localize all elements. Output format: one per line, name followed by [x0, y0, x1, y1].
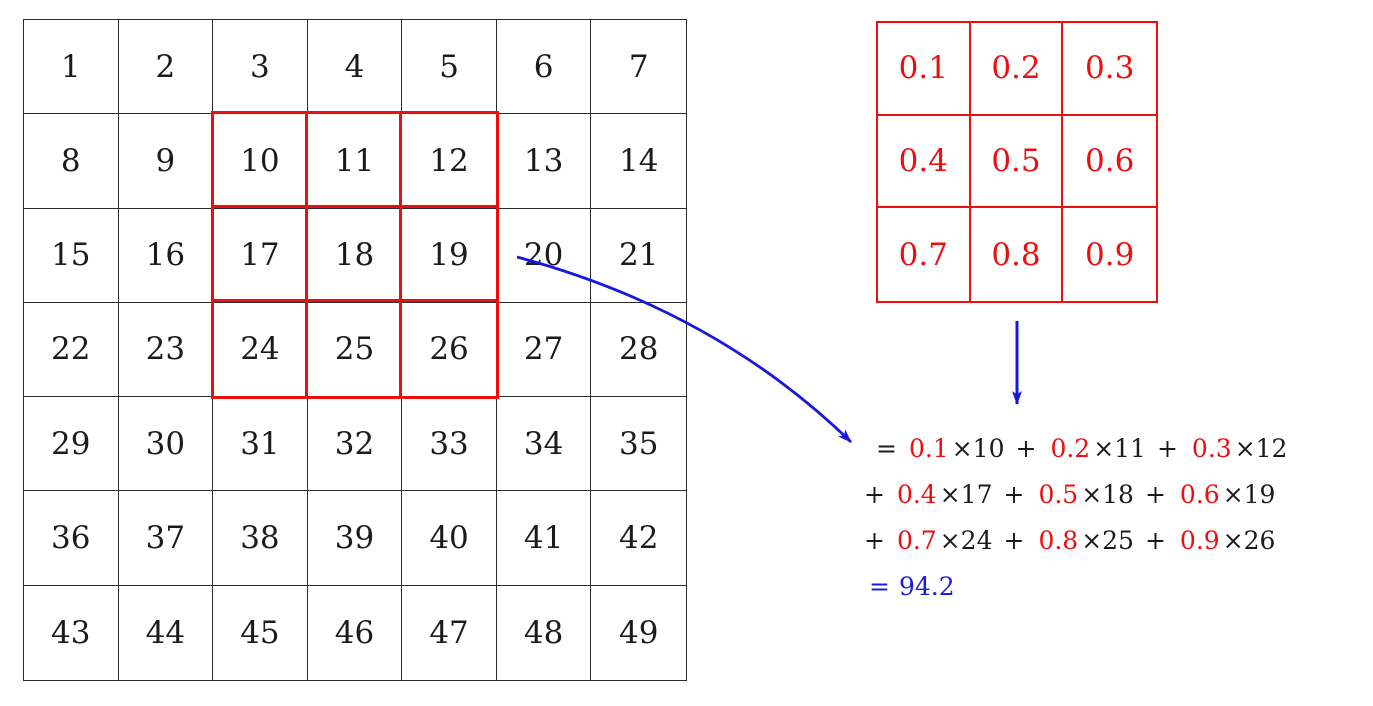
pixel-term: ×24 [939, 525, 993, 555]
grid-cell: 33 [402, 397, 497, 492]
pixel-term: ×10 [951, 433, 1005, 463]
grid-cell: 47 [402, 585, 497, 680]
equation-line: = 0.1 ×10 + 0.2 ×11 + 0.3 ×12 [864, 425, 1287, 471]
equals-operator: = [876, 433, 897, 463]
kernel-coefficient: 0.9 [1179, 525, 1220, 555]
grid-cell: 45 [213, 585, 308, 680]
kernel-cell: 0.9 [1085, 236, 1135, 273]
grid-cell: 5 [402, 20, 497, 115]
grid-cell: 22 [24, 302, 119, 398]
grid-cell: 24 [213, 302, 308, 398]
input-image-grid: 1 2 3 4 5 6 7 8 9 10 11 12 13 14 15 16 1… [23, 19, 687, 681]
grid-cell: 34 [496, 397, 592, 492]
equation-line: + 0.7 ×24 + 0.8 ×25 + 0.9 ×26 [864, 517, 1287, 563]
pixel-term: ×12 [1234, 433, 1288, 463]
grid-cell: 2 [118, 20, 214, 115]
grid-cell: 35 [591, 397, 686, 492]
pixel-term: ×25 [1081, 525, 1134, 555]
plus-operator: + [1015, 433, 1037, 463]
convolution-result-value: 94.2 [898, 571, 955, 601]
grid-cell: 17 [213, 208, 308, 303]
pixel-term: ×19 [1222, 479, 1276, 509]
kernel-grid: 0.1 0.2 0.3 0.4 0.5 0.6 0.7 0.8 0.9 [876, 21, 1158, 303]
grid-cell: 40 [402, 491, 497, 586]
grid-cell: 16 [118, 208, 214, 303]
kernel-cell: 0.2 [970, 23, 1064, 116]
grid-cell: 9 [118, 114, 214, 209]
equation-result-line: = 94.2 [864, 563, 1287, 609]
grid-cell: 49 [618, 614, 659, 651]
kernel-coefficient: 0.6 [1179, 479, 1220, 509]
plus-operator: + [864, 479, 885, 509]
grid-cell: 25 [307, 302, 403, 398]
grid-cell: 41 [496, 491, 592, 586]
pixel-term: ×26 [1222, 525, 1276, 555]
kernel-coefficient: 0.7 [896, 525, 937, 555]
grid-cell: 19 [402, 208, 497, 303]
grid-cell: 14 [591, 114, 686, 209]
grid-cell: 46 [308, 585, 403, 680]
grid-cell: 21 [591, 209, 686, 303]
kernel-cell: 0.1 [878, 23, 971, 116]
plus-operator: + [1003, 525, 1025, 555]
plus-operator: + [1144, 479, 1166, 509]
pixel-term: ×18 [1081, 479, 1134, 509]
plus-operator: + [1144, 525, 1166, 555]
grid-cell: 20 [496, 208, 592, 303]
kernel-cell: 0.7 [878, 208, 971, 301]
grid-cell: 48 [497, 585, 592, 680]
grid-cell: 27 [496, 302, 592, 398]
grid-cell: 12 [402, 114, 497, 209]
grid-cell: 32 [307, 397, 403, 492]
kernel-coefficient: 0.8 [1038, 525, 1079, 555]
grid-cell: 36 [24, 491, 119, 586]
kernel-cell: 0.6 [1063, 116, 1156, 209]
grid-cell: 11 [307, 114, 403, 209]
pixel-term: ×11 [1093, 433, 1146, 463]
plus-operator: + [1156, 433, 1178, 463]
plus-operator: + [864, 525, 885, 555]
kernel-cell: 0.4 [878, 115, 971, 209]
grid-cell: 39 [307, 491, 403, 586]
grid-cell: 29 [24, 397, 119, 492]
grid-cell: 26 [402, 302, 497, 398]
kernel-coefficient: 0.5 [1038, 479, 1079, 509]
grid-cell: 4 [307, 20, 403, 115]
grid-cell: 13 [496, 114, 592, 209]
grid-cell: 1 [24, 20, 119, 115]
grid-cell: 3 [213, 20, 308, 115]
grid-cell: 6 [496, 20, 592, 115]
grid-cell: 30 [118, 397, 214, 492]
convolution-equation: = 0.1 ×10 + 0.2 ×11 + 0.3 ×12 + 0.4 ×17 … [864, 425, 1287, 609]
kernel-cell: 0.5 [970, 115, 1064, 209]
grid-cell: 8 [24, 114, 119, 209]
grid-cell: 44 [119, 585, 214, 680]
equation-line: + 0.4 ×17 + 0.5 ×18 + 0.6 ×19 [864, 471, 1287, 517]
grid-cell: 10 [213, 114, 308, 209]
kernel-coefficient: 0.3 [1191, 433, 1232, 463]
plus-operator: + [1003, 479, 1025, 509]
kernel-coefficient: 0.4 [896, 479, 937, 509]
kernel-coefficient: 0.2 [1050, 433, 1091, 463]
grid-cell: 23 [118, 302, 214, 398]
pixel-term: ×17 [939, 479, 993, 509]
grid-cell: 31 [213, 397, 308, 492]
kernel-coefficient: 0.1 [908, 433, 949, 463]
grid-cell: 7 [591, 20, 686, 115]
grid-cell: 37 [118, 491, 214, 586]
kernel-cell: 0.3 [1063, 23, 1156, 116]
kernel-cell: 0.8 [971, 208, 1064, 301]
grid-cell: 28 [591, 303, 686, 398]
grid-cell: 43 [24, 585, 119, 680]
grid-cell: 15 [24, 208, 119, 303]
grid-cell: 42 [591, 491, 686, 586]
equals-operator: = [869, 571, 890, 601]
grid-cell: 18 [307, 208, 403, 303]
grid-cell: 38 [213, 491, 308, 586]
